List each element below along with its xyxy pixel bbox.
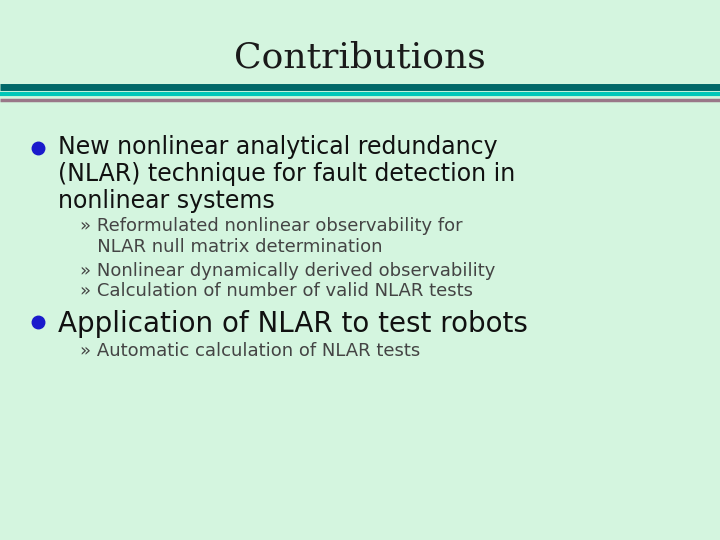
Text: » Reformulated nonlinear observability for: » Reformulated nonlinear observability f…	[80, 217, 463, 235]
Text: » Calculation of number of valid NLAR tests: » Calculation of number of valid NLAR te…	[80, 282, 473, 300]
Text: NLAR null matrix determination: NLAR null matrix determination	[80, 238, 382, 256]
Text: New nonlinear analytical redundancy: New nonlinear analytical redundancy	[58, 135, 498, 159]
Text: Contributions: Contributions	[234, 40, 486, 74]
Text: Application of NLAR to test robots: Application of NLAR to test robots	[58, 310, 528, 338]
Text: nonlinear systems: nonlinear systems	[58, 189, 275, 213]
Text: (NLAR) technique for fault detection in: (NLAR) technique for fault detection in	[58, 162, 516, 186]
Text: » Nonlinear dynamically derived observability: » Nonlinear dynamically derived observab…	[80, 262, 495, 280]
Text: » Automatic calculation of NLAR tests: » Automatic calculation of NLAR tests	[80, 342, 420, 360]
